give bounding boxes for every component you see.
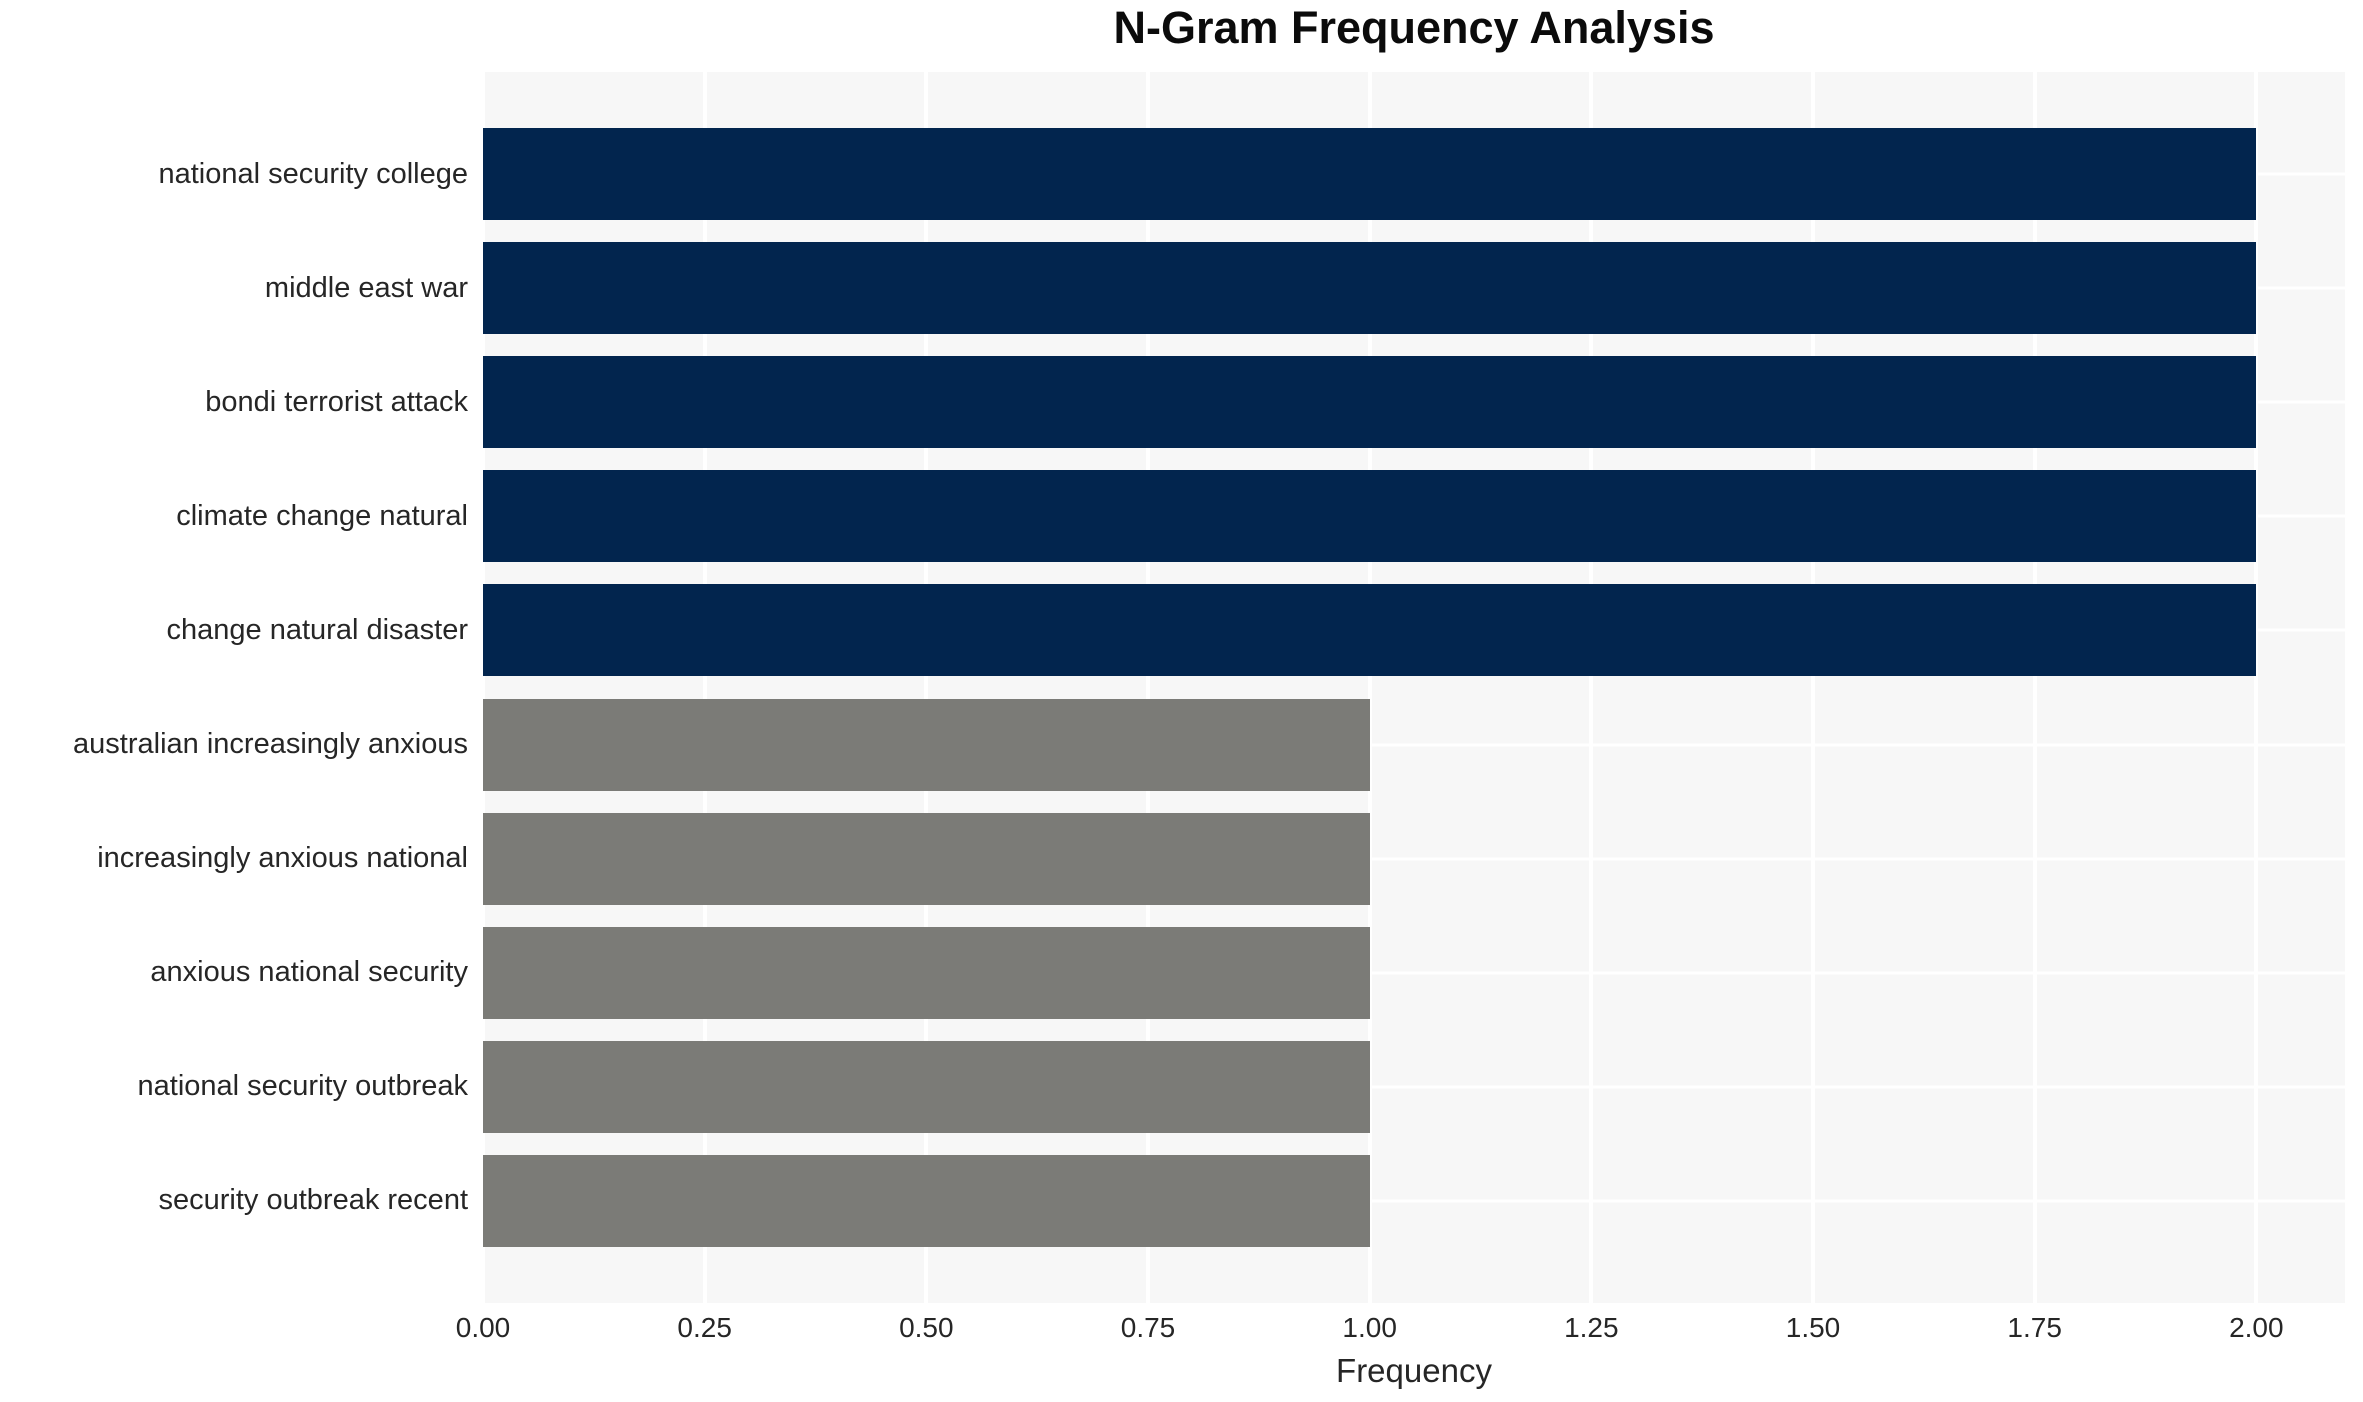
x-tick-label: 0.00 bbox=[455, 1312, 511, 1343]
y-axis-category-label: middle east war bbox=[264, 271, 468, 304]
bars-layer: national security college middle east war… bbox=[0, 72, 2345, 1303]
bar-track bbox=[483, 916, 2345, 1030]
x-tick-label: 0.50 bbox=[899, 1312, 954, 1343]
y-axis-category-label: national security college bbox=[158, 157, 468, 190]
horizontal-gridline bbox=[483, 743, 2345, 747]
bar-track bbox=[483, 231, 2345, 345]
bar-row: bondi terrorist attack bbox=[0, 345, 2345, 459]
x-tick-label: 0.75 bbox=[1120, 1312, 1176, 1343]
x-tick-label: 1.50 bbox=[1785, 1312, 1841, 1343]
bar-row: national security outbreak bbox=[0, 1030, 2345, 1144]
bar-row: national security college bbox=[0, 117, 2345, 231]
bar-row: change natural disaster bbox=[0, 573, 2345, 687]
x-axis-label: Frequency bbox=[1336, 1352, 1492, 1389]
bar-track bbox=[483, 1144, 2345, 1258]
horizontal-gridline bbox=[483, 1199, 2345, 1203]
y-axis-category-label: anxious national security bbox=[150, 956, 468, 989]
vertical-gridline bbox=[483, 72, 485, 1303]
frequency-bar bbox=[483, 356, 2257, 449]
x-tick-label: 0.25 bbox=[677, 1312, 732, 1343]
frequency-bar bbox=[483, 1154, 1370, 1247]
bar-track bbox=[483, 802, 2345, 916]
y-axis-category-label: climate change natural bbox=[176, 499, 468, 532]
bar-row: australian increasingly anxious bbox=[0, 687, 2345, 801]
frequency-bar bbox=[483, 926, 1370, 1019]
y-axis-category-label: national security outbreak bbox=[137, 1070, 468, 1103]
bar-track bbox=[483, 687, 2345, 801]
horizontal-gridline bbox=[483, 857, 2345, 861]
bar-track bbox=[483, 345, 2345, 459]
x-tick-label: 2.00 bbox=[2229, 1312, 2284, 1343]
frequency-bar bbox=[483, 1040, 1370, 1133]
x-tick-label: 1.25 bbox=[1564, 1312, 1619, 1343]
chart-title: N-Gram Frequency Analysis bbox=[1113, 2, 1715, 53]
y-axis-category-label: increasingly anxious national bbox=[97, 842, 468, 875]
bar-row: anxious national security bbox=[0, 916, 2345, 1030]
bar-track bbox=[483, 117, 2345, 231]
frequency-bar bbox=[483, 812, 1370, 905]
y-axis-category-label: change natural disaster bbox=[166, 613, 468, 646]
frequency-bar bbox=[483, 698, 1370, 791]
frequency-bar bbox=[483, 584, 2257, 677]
bar-track bbox=[483, 459, 2345, 573]
frequency-bar bbox=[483, 128, 2257, 221]
y-axis-category-label: security outbreak recent bbox=[158, 1184, 468, 1217]
vertical-gridline bbox=[924, 72, 929, 1303]
frequency-bar bbox=[483, 242, 2257, 335]
vertical-gridline bbox=[2254, 72, 2259, 1303]
frequency-bar bbox=[483, 470, 2257, 563]
bar-row: climate change natural bbox=[0, 459, 2345, 573]
bar-row: security outbreak recent bbox=[0, 1144, 2345, 1258]
y-axis-category-label: australian increasingly anxious bbox=[73, 728, 468, 761]
y-axis-category-label: bondi terrorist attack bbox=[205, 385, 468, 418]
x-tick-label: 1.00 bbox=[1342, 1312, 1397, 1343]
horizontal-gridline bbox=[483, 1085, 2345, 1089]
x-tick-label: 1.75 bbox=[2007, 1312, 2062, 1343]
bar-track bbox=[483, 573, 2345, 687]
vertical-gridline bbox=[1146, 72, 1150, 1303]
vertical-gridline bbox=[1367, 72, 1372, 1303]
horizontal-gridline bbox=[483, 971, 2345, 975]
x-axis-ticks: 0.00 0.25 0.50 0.75 1.00 1.25 1.50 1.75 2.00 bbox=[456, 1303, 2345, 1349]
vertical-gridline bbox=[2032, 72, 2037, 1303]
vertical-gridline bbox=[702, 72, 707, 1303]
bar-row: middle east war bbox=[0, 231, 2345, 345]
vertical-gridline bbox=[1811, 72, 1815, 1303]
bar-track bbox=[483, 1030, 2345, 1144]
bar-row: increasingly anxious national bbox=[0, 802, 2345, 916]
vertical-gridline bbox=[1589, 72, 1594, 1303]
